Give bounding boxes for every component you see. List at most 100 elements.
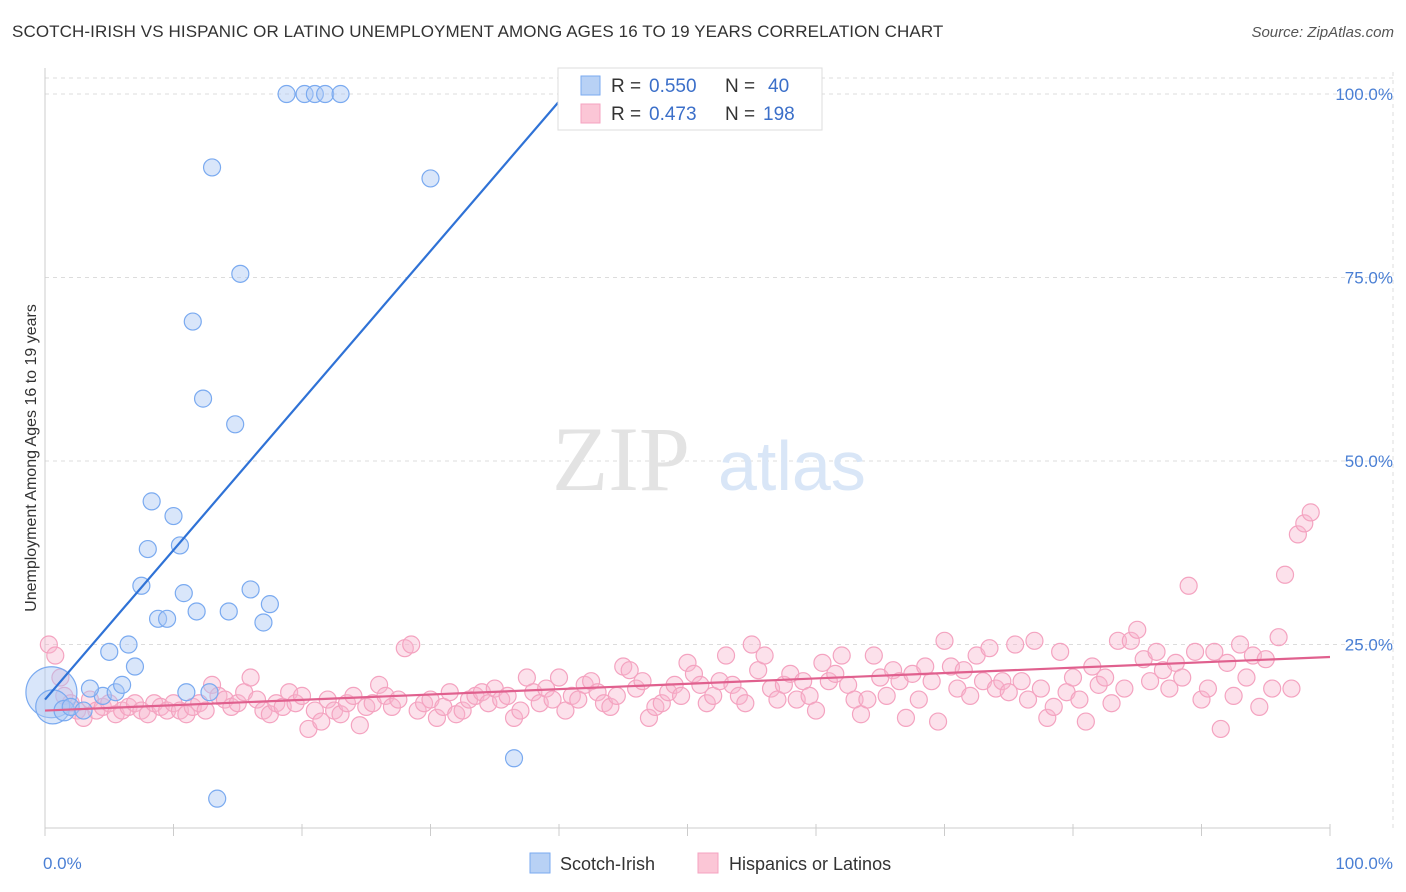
hispanic-point [736, 694, 755, 713]
legend-n-label-1: N = [725, 76, 755, 97]
source-label: Source: ZipAtlas.com [1251, 24, 1394, 41]
y-tick-label: 100.0% [1335, 85, 1393, 104]
hispanic-point [1211, 719, 1230, 739]
hispanic-point [1173, 668, 1192, 687]
hispanic-point [1179, 576, 1198, 595]
hispanic-point [511, 701, 530, 720]
hispanic-point [202, 675, 222, 694]
legend-swatch-pink [580, 103, 601, 124]
hispanic-point [1160, 679, 1179, 698]
hispanic-point [382, 697, 402, 716]
hispanic-point [1031, 679, 1050, 698]
hispanic-point [1018, 690, 1038, 709]
scotch-irish-point [164, 506, 183, 526]
hispanic-point [305, 701, 324, 720]
watermark: ZIP atlas [552, 408, 866, 510]
hispanic-point [1006, 635, 1025, 654]
bottom-legend: Scotch-Irish Hispanics or Latinos [529, 852, 891, 874]
scotch-irish-point [80, 679, 100, 698]
hispanic-point [1295, 514, 1314, 533]
hispanic-point [1282, 679, 1301, 698]
hispanic-point [928, 712, 948, 731]
legend-r-value-2: 0.473 [649, 104, 697, 125]
scotch-irish-point [106, 683, 125, 702]
hispanic-point [453, 701, 472, 720]
hispanic-point [729, 686, 749, 705]
hispanic-point [1275, 565, 1295, 584]
hispanic-point [954, 661, 973, 680]
hispanic-point [691, 675, 710, 694]
hispanic-point [1140, 672, 1160, 691]
hispanic-point [1269, 628, 1288, 647]
hispanic-point [1089, 675, 1108, 694]
scotch-irish-point [200, 683, 219, 702]
scotch-irish-point [174, 584, 193, 603]
hispanic-point [1147, 642, 1166, 661]
hispanic-point [1185, 642, 1205, 661]
scotch-irish-point [254, 613, 273, 632]
hispanic-point [549, 668, 569, 687]
scotch-irish-point [226, 415, 245, 434]
hispanic-point [1038, 708, 1057, 728]
hispanic-point [678, 653, 697, 672]
scotch-irish-point [125, 657, 145, 676]
hispanic-point [39, 635, 58, 654]
hispanic-point [813, 653, 832, 672]
hispanic-point [652, 694, 671, 713]
hispanic-point [1128, 620, 1147, 639]
hispanic-point [1115, 679, 1134, 698]
hispanic-point [1070, 690, 1089, 709]
trend-lines [44, 93, 1331, 712]
hispanic-point [909, 690, 928, 709]
scotch-irish-point [138, 539, 157, 559]
hispanic-point [620, 661, 639, 680]
scotch-irish-point [193, 389, 213, 408]
hispanic-point [241, 668, 260, 687]
hispanic-point [755, 646, 774, 665]
hispanic-point [980, 639, 999, 658]
hispanic-point [697, 694, 716, 713]
hispanic-point [1076, 712, 1095, 731]
scotch-irish-point [219, 602, 238, 621]
hispanic-point [1205, 642, 1224, 661]
hispanic-point [582, 672, 601, 691]
scotch-irish-point [208, 789, 227, 808]
hispanic-point [408, 701, 427, 720]
scotch-irish-point [170, 536, 190, 555]
scotch-irish-point [74, 701, 93, 720]
scotch-irish-point [277, 84, 296, 104]
hispanic-point [1224, 686, 1243, 705]
scotch-irish-point [305, 84, 324, 104]
hispanic-point [1102, 694, 1121, 713]
hispanic-trend-line [44, 655, 1331, 712]
scotch-irish-point [202, 158, 222, 177]
scotch-irish-point [231, 264, 250, 283]
hispanic-point [1218, 653, 1237, 672]
bottom-legend-label-blue: Scotch-Irish [560, 854, 655, 874]
hispanic-point [626, 679, 646, 698]
scotch-irish-point [260, 595, 279, 614]
y-tick-label: 75.0% [1345, 269, 1393, 288]
hispanic-point [1192, 690, 1211, 709]
hispanic-point [1198, 679, 1218, 698]
hispanic-point [164, 694, 183, 713]
y-tick-label: 25.0% [1345, 636, 1393, 655]
legend-r-value-1: 0.550 [649, 76, 697, 97]
hispanic-point [607, 686, 626, 705]
hispanic-point [1301, 503, 1320, 522]
hispanic-point [504, 708, 524, 728]
hispanic-point [961, 686, 980, 705]
hispanic-point [864, 646, 883, 665]
scotch-irish-point [504, 749, 524, 768]
hispanic-point [51, 668, 70, 687]
scotch-irish-point [421, 169, 440, 188]
legend-box [557, 67, 823, 131]
hispanic-point [633, 672, 652, 691]
hispanic-point [742, 635, 761, 654]
hispanic-point [440, 683, 459, 702]
scotch-irish-point [112, 675, 132, 694]
legend-swatch-blue [580, 75, 601, 96]
scotch-irish-point [241, 580, 260, 599]
axes [44, 68, 1331, 836]
hispanic-point [1263, 679, 1282, 698]
